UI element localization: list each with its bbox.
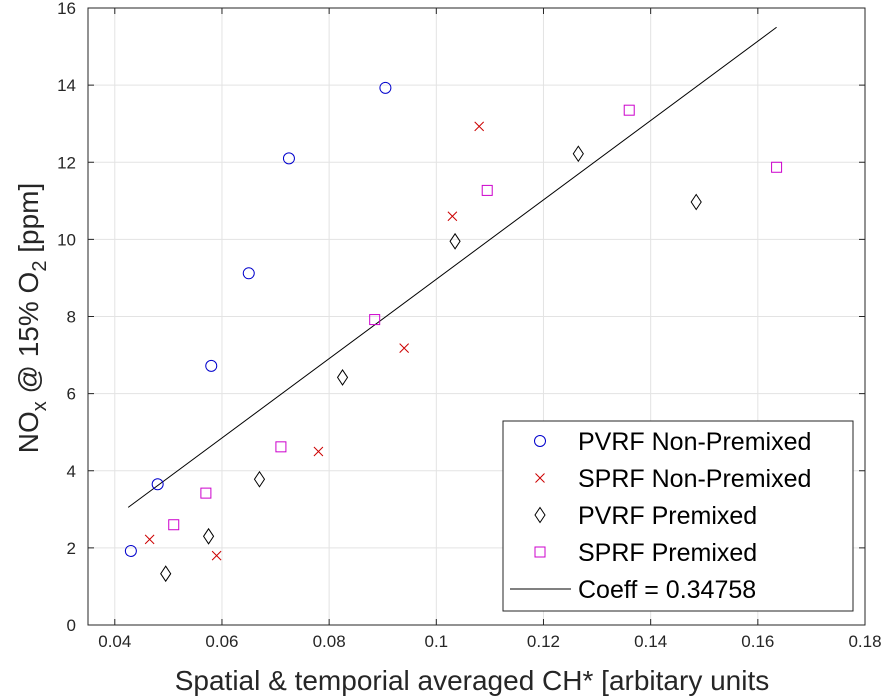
legend-label-pvrf-premixed: PVRF Premixed: [578, 502, 757, 530]
legend-label-sprf-nonpremixed: SPRF Non-Premixed: [578, 465, 811, 493]
data-point-sprf-premixed: [623, 104, 635, 116]
x-tick-label: 0.12: [527, 632, 560, 651]
data-point-sprf-premixed: [481, 184, 493, 196]
data-point-sprf-premixed: [275, 441, 287, 453]
data-point-pvrf-nonpremixed: [151, 478, 164, 491]
x-tick-label: 0.14: [634, 632, 667, 651]
y-label-sub-2: 2: [29, 261, 51, 272]
y-tick-label: 12: [57, 153, 76, 172]
data-point-pvrf-nonpremixed: [282, 152, 295, 165]
ticks: [88, 7, 866, 626]
data-point-sprf-premixed: [168, 519, 180, 531]
x-tick-label: 0.06: [205, 632, 238, 651]
y-label-no: NO: [13, 411, 44, 453]
x-tick-label: 0.16: [741, 632, 774, 651]
data-point-pvrf-premixed: [572, 145, 584, 163]
data-point-sprf-nonpremixed: [144, 534, 155, 545]
data-point-sprf-nonpremixed: [313, 446, 324, 457]
fit-line: [127, 26, 777, 508]
y-tick-label: 16: [57, 0, 76, 18]
y-label-mid: @ 15% O: [13, 272, 44, 402]
data-point-sprf-nonpremixed: [211, 550, 222, 561]
y-tick-label: 6: [67, 385, 76, 404]
y-tick-label: 2: [67, 539, 76, 558]
data-point-sprf-nonpremixed: [447, 211, 458, 222]
legend-swatch-pvrf-premixed: [534, 506, 546, 524]
legend-box: [502, 420, 854, 612]
y-tick-label: 14: [57, 76, 76, 95]
data-markers: [124, 81, 783, 583]
data-point-pvrf-premixed: [690, 193, 702, 211]
y-tick-labels: 0 2 4 6 8 10 12 14 16: [57, 0, 76, 635]
legend-swatch-sprf-premixed: [534, 546, 546, 558]
data-point-sprf-nonpremixed: [474, 121, 485, 132]
data-point-pvrf-nonpremixed: [205, 359, 218, 372]
data-point-pvrf-premixed: [449, 232, 461, 250]
x-tick-label: 0.04: [98, 632, 131, 651]
y-tick-label: 4: [67, 462, 76, 481]
y-tick-label: 10: [57, 230, 76, 249]
y-label-sub-x: x: [29, 401, 51, 411]
legend-swatch-sprf-nonpremixed: [535, 473, 545, 483]
fit-line-layer: [127, 26, 777, 508]
x-tick-label: 0.1: [424, 632, 448, 651]
data-point-pvrf-nonpremixed: [379, 81, 392, 94]
data-point-sprf-premixed: [200, 487, 212, 499]
x-axis-label: Spatial & temporial averaged CH* [arbita…: [175, 665, 770, 696]
legend-label-sprf-premixed: SPRF Premixed: [578, 539, 757, 567]
y-axis-label: NOx @ 15% O2 [ppm]: [13, 183, 51, 454]
data-point-pvrf-premixed: [253, 470, 266, 488]
data-point-pvrf-premixed: [336, 369, 349, 386]
data-point-sprf-nonpremixed: [399, 343, 410, 353]
legend-label-fit: Coeff = 0.34758: [578, 576, 756, 604]
data-point-sprf-premixed: [771, 161, 783, 173]
x-tick-labels: 0.04 0.06 0.08 0.1 0.12 0.14 0.16 0.18: [98, 632, 881, 651]
y-tick-label: 0: [67, 616, 76, 635]
y-tick-label: 8: [67, 308, 76, 327]
x-tick-label: 0.08: [313, 632, 346, 651]
legend-label-pvrf-nonpremixed: PVRF Non-Premixed: [578, 428, 811, 456]
x-tick-label: 0.18: [848, 632, 881, 651]
legend-swatches: [510, 435, 571, 590]
data-point-pvrf-premixed: [160, 565, 172, 583]
y-label-end: [ppm]: [13, 183, 44, 261]
legend-swatch-pvrf-nonpremixed: [534, 435, 546, 447]
legend: PVRF Non-Premixed SPRF Non-Premixed PVRF…: [502, 420, 854, 612]
data-point-sprf-premixed: [369, 314, 381, 326]
data-point-pvrf-nonpremixed: [124, 544, 137, 557]
data-point-pvrf-nonpremixed: [242, 267, 255, 280]
data-point-pvrf-premixed: [202, 527, 215, 545]
